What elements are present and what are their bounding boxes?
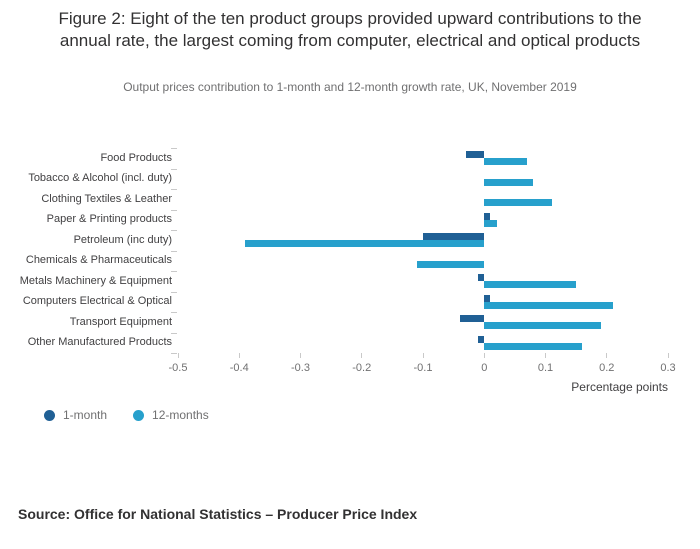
bar-12-months[interactable] [245, 240, 485, 248]
x-tick-label: 0.1 [537, 362, 554, 374]
x-tick-label: 0 [481, 362, 488, 374]
x-axis-tick [300, 353, 301, 358]
x-tick-label: -0.4 [229, 362, 249, 374]
bar-12-months[interactable] [484, 158, 528, 166]
category-label: Petroleum (inc duty) [73, 233, 172, 246]
legend-item-1month[interactable]: 1-month [44, 408, 107, 422]
legend-label-1month: 1-month [63, 408, 108, 422]
legend-dot-12months-icon [133, 409, 145, 421]
page-title: Figure 2: Eight of the ten product group… [58, 9, 642, 51]
y-axis-tick [171, 353, 177, 354]
bar-1-month[interactable] [465, 151, 485, 159]
bar-12-months[interactable] [484, 199, 552, 207]
x-tick-label: 0.3 [660, 362, 676, 374]
category-label: Chemicals & Pharmaceuticals [25, 254, 172, 267]
x-axis-tick [422, 353, 424, 358]
x-axis-tick [667, 353, 669, 358]
category-label: Paper & Printing products [46, 213, 172, 226]
y-axis-tick [171, 169, 177, 170]
category-label: Computers Electrical & Optical [22, 295, 172, 308]
x-tick-label: 0.2 [599, 362, 615, 374]
category-label: Tobacco & Alcohol (incl. duty) [28, 172, 172, 185]
category-label: Transport Equipment [69, 315, 172, 328]
bar-12-months[interactable] [484, 219, 497, 227]
y-axis-tick [171, 189, 177, 190]
bar-1-month[interactable] [478, 335, 485, 343]
legend-item-12months[interactable]: 12-months [133, 408, 209, 422]
category-label: Clothing Textiles & Leather [41, 192, 172, 205]
y-axis-tick [171, 210, 177, 211]
x-axis-tick [177, 353, 179, 358]
legend-dot-1month-icon [44, 409, 55, 421]
x-axis-tick [606, 353, 608, 358]
bar-12-months[interactable] [484, 178, 534, 186]
x-tick-label: -0.5 [168, 362, 188, 374]
legend-label-12months: 12-months [152, 408, 209, 422]
y-axis-tick [171, 312, 177, 313]
chart-subtitle: Output prices contribution to 1-month an… [123, 80, 577, 94]
bar-12-months[interactable] [416, 260, 485, 268]
category-label: Metals Machinery & Equipment [19, 274, 172, 287]
category-label: Other Manufactured Products [27, 336, 172, 349]
bar-12-months[interactable] [484, 301, 613, 309]
y-axis-labels: Food Products Tobacco & Alcohol (incl. du… [0, 148, 172, 353]
x-axis-tick [238, 353, 240, 358]
bar-12-months[interactable] [484, 281, 577, 289]
plot-area: -0.5 -0.4 -0.3 -0.2 -0.1 0 0.1 0.2 0.3 [169, 148, 676, 374]
y-axis-tick [171, 230, 177, 231]
y-axis-tick [171, 271, 177, 272]
bar-1-month[interactable] [484, 294, 491, 302]
bar-12-months[interactable] [484, 342, 583, 350]
legend: 1-month 12-months [44, 408, 209, 422]
x-axis-title: Percentage points [571, 380, 668, 394]
y-axis-tick [171, 251, 177, 252]
x-tick-label: -0.2 [352, 362, 372, 374]
x-axis-tick [545, 353, 546, 358]
bar-1-month[interactable] [478, 274, 485, 282]
y-axis-tick [171, 148, 177, 149]
bar-1-month[interactable] [459, 315, 485, 323]
bar-12-months[interactable] [484, 322, 601, 330]
y-axis-tick [171, 333, 177, 334]
x-axis-tick [483, 353, 485, 358]
x-tick-label: -0.1 [413, 362, 433, 374]
bar-1-month[interactable] [484, 212, 491, 220]
x-axis-tick [361, 353, 363, 358]
bar-1-month[interactable] [423, 233, 485, 241]
category-label: Food Products [100, 151, 172, 164]
source-text: Source: Office for National Statistics –… [18, 506, 418, 522]
x-tick-label: -0.3 [291, 362, 310, 374]
y-axis-tick [171, 292, 177, 293]
